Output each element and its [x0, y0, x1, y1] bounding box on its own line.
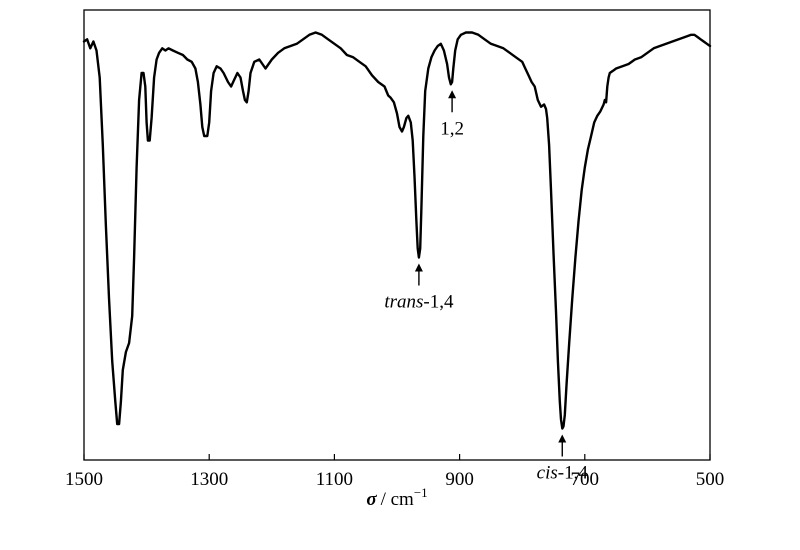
series-layer — [82, 31, 712, 430]
annotation-label-italic: cis — [537, 463, 558, 484]
x-axis-symbol: σ — [366, 489, 377, 510]
annotation-label-text: -1,4 — [423, 292, 454, 313]
x-tick-label: 1100 — [316, 469, 353, 490]
annotation-label-text: 1,2 — [440, 118, 464, 139]
x-axis-unit: / cm — [381, 489, 414, 510]
x-tick-label: 1500 — [65, 469, 103, 490]
annotation-label: trans-1,4 — [384, 292, 454, 313]
annotation-label-italic: trans — [384, 292, 423, 313]
x-axis-title: σ / cm−1 — [366, 485, 427, 510]
annotation-label-text: -1,4 — [558, 463, 589, 484]
x-tick-label: 700 — [571, 469, 600, 490]
annotation-label: cis-1,4 — [537, 463, 589, 484]
plot-frame — [83, 9, 711, 461]
x-axis-ticks: 1500 1300 1100 900 700 500 — [65, 454, 724, 490]
spectrum-line — [82, 31, 712, 430]
x-tick-label: 900 — [445, 469, 474, 490]
x-tick-label: 1300 — [190, 469, 228, 490]
x-tick-label: 500 — [696, 469, 725, 490]
annotation-arrow-head — [414, 263, 423, 272]
annotation-arrow-head — [448, 90, 457, 99]
x-axis-unit-exponent: −1 — [414, 485, 428, 500]
annotation-label: 1,2 — [440, 118, 464, 139]
annotation-arrow-head — [558, 434, 567, 443]
